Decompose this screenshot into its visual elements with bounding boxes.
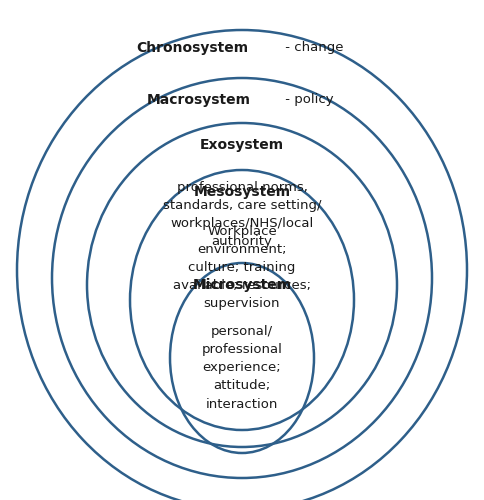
- Text: Workplace
environment;
culture; training
available; resources;
supervision: Workplace environment; culture; training…: [173, 226, 311, 310]
- Text: Macrosystem: Macrosystem: [147, 93, 251, 107]
- Text: professional norms,
standards, care setting/
workplaces/NHS/local
authority: professional norms, standards, care sett…: [163, 182, 321, 248]
- Text: - change: - change: [281, 42, 343, 54]
- Text: Chronosystem: Chronosystem: [136, 41, 248, 55]
- Text: Exosystem: Exosystem: [200, 138, 284, 152]
- Text: - policy: - policy: [281, 94, 334, 106]
- Text: Microsystem: Microsystem: [193, 278, 291, 292]
- Text: personal/
professional
experience;
attitude;
interaction: personal/ professional experience; attit…: [201, 326, 283, 410]
- Text: Mesosystem: Mesosystem: [194, 185, 290, 199]
